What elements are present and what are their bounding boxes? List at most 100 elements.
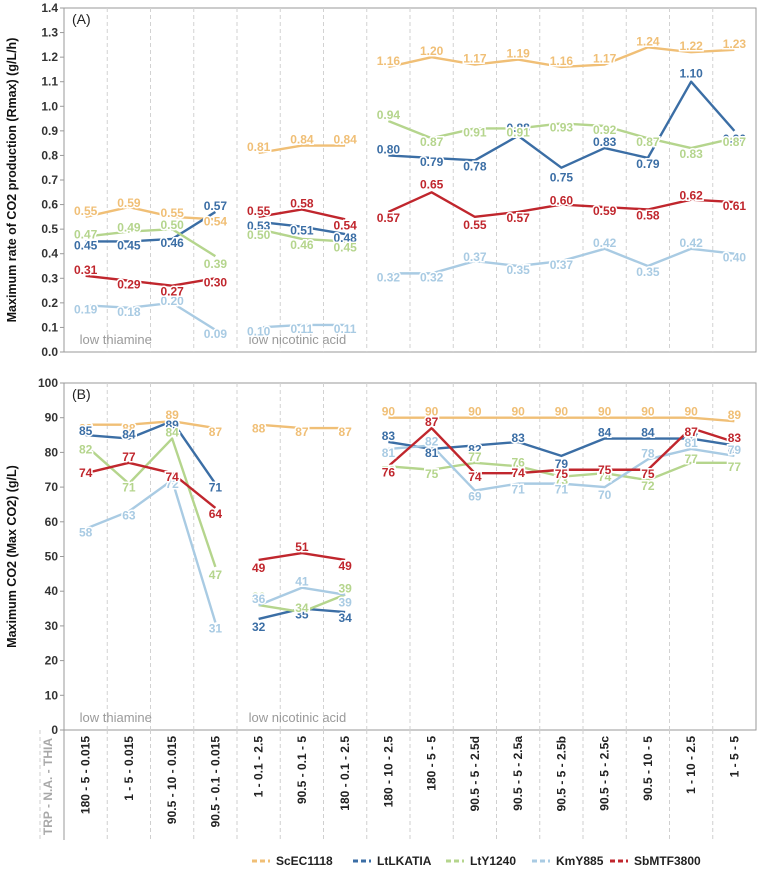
data-label-ScEC1118: 90: [468, 405, 482, 419]
data-label-ScEC1118: 1.23: [723, 37, 747, 51]
x-tick-label: 180 - 10 - 2.5: [381, 736, 395, 808]
data-label-KmY885: 0.32: [420, 270, 444, 284]
data-label-SbMTF3800: 0.55: [463, 218, 487, 232]
y-tick-label: 40: [45, 584, 59, 598]
data-label-SbMTF3800: 49: [252, 561, 266, 575]
x-tick-label: 1 - 5 - 5: [727, 736, 741, 778]
data-label-LtY1240: 82: [79, 442, 93, 456]
data-label-LtY1240: 47: [209, 568, 223, 582]
data-label-ScEC1118: 90: [511, 405, 525, 419]
x-tick-label: 90.5 - 5 - 2.5c: [598, 736, 612, 811]
data-label-LtY1240: 0.92: [593, 123, 617, 137]
legend-label-SbMTF3800: SbMTF3800: [634, 854, 701, 868]
data-label-LtY1240: 71: [122, 481, 136, 495]
series-line-KmY885: [388, 444, 735, 492]
data-label-LtY1240: 0.47: [74, 228, 98, 242]
data-label-LtLKATIA: 0.88: [506, 121, 530, 135]
y-tick-label: 80: [45, 445, 59, 459]
series-line-LtY1240: [258, 227, 346, 243]
series-line-ScEC1118: [388, 46, 735, 69]
series-line-SbMTF3800: [85, 274, 216, 287]
x-tick-label: 90.5 - 10 - 0.015: [165, 736, 179, 824]
data-label-KmY885: 58: [79, 526, 93, 540]
x-tick-label: 1 - 0.1 - 2.5: [252, 736, 266, 798]
data-label-LtY1240: 77: [468, 450, 482, 464]
y-tick-label: 0: [51, 723, 58, 737]
y-tick-label: 1.2: [41, 50, 58, 64]
data-label-ScEC1118: 1.22: [679, 39, 703, 53]
y-tick-label: 90: [45, 411, 59, 425]
series-line-LtY1240: [388, 461, 735, 482]
x-tick-label: 180 - 5 - 0.015: [79, 736, 93, 814]
series-line-SbMTF3800: [258, 551, 346, 562]
data-label-SbMTF3800: 83: [728, 431, 742, 445]
data-label-SbMTF3800: 51: [295, 540, 309, 554]
data-label-LtLKATIA: 85: [79, 424, 93, 438]
data-label-KmY885: 82: [425, 434, 439, 448]
data-label-SbMTF3800: 0.62: [679, 189, 703, 203]
data-label-LtY1240: 72: [641, 479, 655, 493]
data-label-ScEC1118: 87: [338, 425, 352, 439]
data-label-LtY1240: 76: [511, 455, 525, 469]
data-label-LtY1240: 36: [252, 590, 266, 604]
data-label-SbMTF3800: 74: [79, 466, 93, 480]
data-label-LtY1240: 0.39: [204, 257, 228, 271]
data-label-SbMTF3800: 0.58: [290, 196, 314, 210]
data-label-LtY1240: 76: [382, 463, 396, 477]
series-line-LtY1240: [85, 227, 217, 258]
data-label-LtLKATIA: 0.45: [74, 238, 98, 252]
data-label-LtLKATIA: 0.53: [247, 219, 271, 233]
series-line-ScEC1118: [258, 423, 346, 430]
x-axis-table: 180 - 5 - 0.015 1 - 5 - 0.015 90.5 - 10 - …: [39, 730, 741, 840]
region-label: low thiamine: [80, 332, 152, 347]
data-label-KmY885: 0.40: [723, 251, 747, 265]
series-line-SbMTF3800: [387, 426, 735, 475]
y-axis-label: Maximum rate of CO2 production (Rmax) (g…: [5, 38, 19, 323]
data-label-LtLKATIA: 84: [598, 426, 612, 440]
data-label-KmY885: 70: [598, 488, 612, 502]
data-label-ScEC1118: 0.81: [247, 140, 271, 154]
data-label-LtY1240: 0.87: [420, 135, 444, 149]
data-label-LtLKATIA: 0.79: [636, 157, 660, 171]
data-label-LtLKATIA: 1.10: [679, 67, 703, 81]
data-label-KmY885: 41: [295, 575, 309, 589]
series-line-KmY885: [388, 247, 735, 275]
y-tick-label: 60: [45, 515, 59, 529]
data-label-LtY1240: 0.50: [160, 218, 184, 232]
data-label-ScEC1118: 90: [425, 405, 439, 419]
series-line-KmY885: [85, 301, 217, 331]
data-label-SbMTF3800: 0.31: [74, 263, 98, 277]
y-tick-label: 0.8: [41, 148, 58, 162]
data-label-LtLKATIA: 35: [295, 608, 309, 622]
y-tick-label: 0.5: [41, 222, 58, 236]
data-label-KmY885: 72: [165, 477, 179, 491]
data-label-LtLKATIA: 84: [641, 426, 655, 440]
y-tick-label: 0.2: [41, 296, 58, 310]
data-label-LtY1240: 77: [684, 452, 698, 466]
data-label-KmY885: 39: [338, 596, 352, 610]
y-tick-label: 1.3: [41, 26, 58, 40]
data-label-LtLKATIA: 0.78: [463, 159, 487, 173]
data-label-KmY885: 0.32: [377, 270, 401, 284]
x-tick-label: 180 - 0.1 - 2.5: [338, 736, 352, 811]
series-line-KmY885: [258, 586, 346, 607]
legend-label-ScEC1118: ScEC1118: [276, 854, 333, 868]
series-line-SbMTF3800: [387, 191, 735, 219]
data-label-LtLKATIA: 0.48: [333, 231, 357, 245]
data-label-LtLKATIA: 0.83: [593, 135, 617, 149]
data-label-LtLKATIA: 79: [555, 457, 569, 471]
data-label-LtY1240: 0.87: [723, 135, 747, 149]
data-label-LtY1240: 0.50: [247, 228, 271, 242]
data-label-LtLKATIA: 0.45: [117, 238, 141, 252]
data-label-LtLKATIA: 84: [684, 426, 698, 440]
data-label-ScEC1118: 0.84: [333, 133, 357, 147]
data-label-ScEC1118: 0.55: [160, 206, 184, 220]
series-line-LtLKATIA: [258, 607, 346, 621]
x-axis-title: TRP - N.A. - THIA: [41, 738, 55, 835]
data-label-ScEC1118: 90: [684, 405, 698, 419]
data-label-LtY1240: 0.93: [550, 120, 574, 134]
data-label-LtLKATIA: 0.51: [290, 224, 314, 238]
data-label-SbMTF3800: 0.57: [506, 211, 530, 225]
data-label-LtLKATIA: 82: [728, 442, 742, 456]
data-label-SbMTF3800: 0.60: [550, 194, 574, 208]
